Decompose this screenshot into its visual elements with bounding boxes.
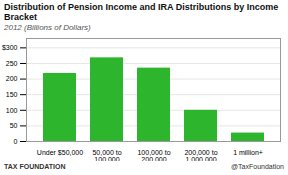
- svg-text:100: 100: [6, 107, 18, 114]
- svg-text:0: 0: [14, 138, 18, 145]
- html-text:Distribution of Pension Income: Distribution of Pension Income and IRA D…: [4, 2, 279, 23]
- svg-text:50: 50: [10, 122, 18, 129]
- svg-text:100,000 to200,000: 100,000 to200,000: [137, 150, 170, 162]
- svg-text:50,000 to100,000: 50,000 to100,000: [92, 150, 121, 162]
- html-text:TAX FOUNDATION: TAX FOUNDATION: [4, 163, 66, 171]
- html-text:2012 (Billions of Dollars): 2012 (Billions of Dollars): [4, 22, 91, 32]
- svg-text:200,000 to1,000,000: 200,000 to1,000,000: [184, 150, 217, 162]
- svg-text:Under $50,000: Under $50,000: [37, 150, 83, 157]
- html-text:@TaxFoundation: @TaxFoundation: [231, 163, 284, 171]
- svg-text:200: 200: [6, 76, 18, 83]
- svg-text:$300: $300: [2, 44, 18, 51]
- svg-text:1 million+: 1 million+: [233, 150, 263, 157]
- svg-text:150: 150: [6, 91, 18, 98]
- svg-text:250: 250: [6, 60, 18, 67]
